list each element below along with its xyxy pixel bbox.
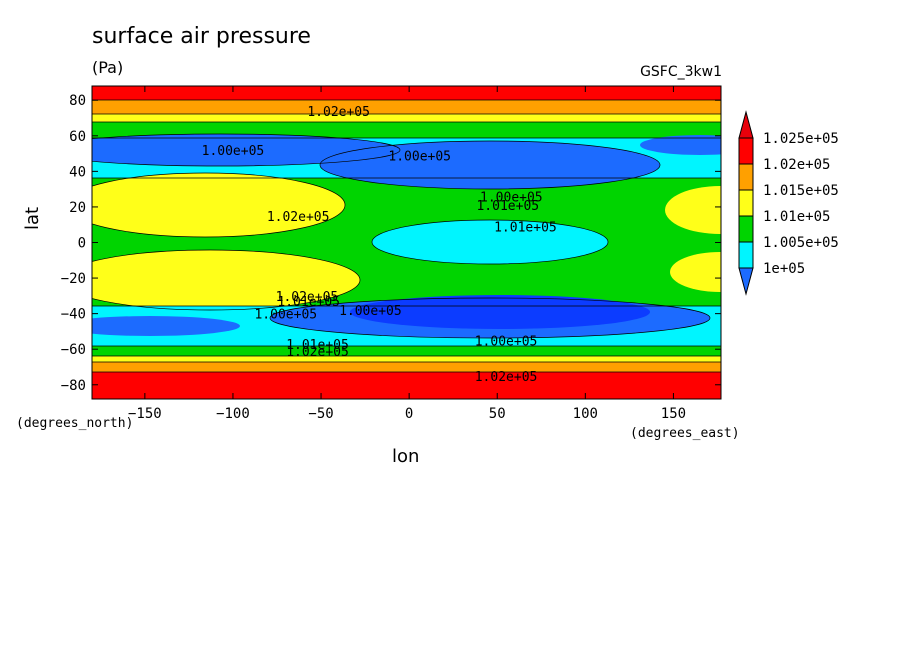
y-tick-label: −80 (61, 378, 86, 394)
chart-title: surface air pressure (92, 24, 311, 49)
colorbar: 1.025e+05 1.02e+05 1.015e+05 1.01e+05 1.005e… (738, 110, 839, 296)
colorbar-label: 1e+05 (763, 261, 805, 277)
lat-units-label: (degrees_north) (16, 416, 134, 431)
contour-label: 1.00e+05 (388, 149, 451, 164)
y-tick-label: −40 (61, 307, 86, 323)
contour-label: 1.01e+05 (277, 295, 340, 310)
colorbar-swatch (738, 137, 754, 165)
y-tick-label: −60 (61, 342, 86, 358)
contour-label: 1.01e+05 (476, 199, 539, 214)
contour-label: 1.02e+05 (475, 370, 538, 385)
colorbar-label: 1.025e+05 (763, 131, 839, 147)
y-ticks: −80 −60 −40 −20 0 20 40 60 80 (61, 93, 721, 394)
dataset-label: GSFC_3kw1 (640, 64, 722, 80)
y-tick-label: −20 (61, 271, 86, 287)
contour-label: 1.02e+05 (307, 105, 370, 120)
contour-label: 1.00e+05 (480, 190, 543, 205)
contour-label: 1.02e+05 (267, 210, 330, 225)
contour-labels: 1.02e+051.00e+05 1.00e+051.00e+051.01e+05… (202, 105, 557, 385)
colorbar-label: 1.005e+05 (763, 235, 839, 251)
y-tick-label: 0 (78, 236, 86, 252)
y-tick-label: 40 (69, 164, 86, 180)
contour-label: 1.01e+05 (286, 338, 349, 353)
x-tick-label: 150 (661, 406, 686, 422)
contour-lines (92, 99, 721, 373)
x-tick-label: −100 (216, 406, 250, 422)
x-axis-label: lon (392, 446, 420, 467)
contour-label: 1.00e+05 (475, 334, 538, 349)
contour-label: 1.02e+05 (276, 290, 339, 305)
y-tick-label: 60 (69, 129, 86, 145)
x-ticks: −150 −100 −50 0 50 100 150 (128, 86, 686, 422)
units-label: (Pa) (92, 58, 124, 77)
colorbar-label: 1.01e+05 (763, 209, 830, 225)
contour-label: 1.00e+05 (202, 144, 265, 159)
colorbar-label: 1.015e+05 (763, 183, 839, 199)
x-tick-label: −50 (308, 406, 333, 422)
colorbar-extend-low (738, 267, 754, 296)
colorbar-swatch (738, 215, 754, 243)
contour-label: 1.02e+05 (286, 345, 349, 360)
colorbar-extend-high (738, 110, 754, 139)
colorbar-swatch (738, 241, 754, 269)
lon-units-label: (degrees_east) (630, 426, 740, 441)
x-tick-label: −150 (128, 406, 162, 422)
contour-label: 1.01e+05 (494, 220, 557, 235)
colorbar-swatch (738, 163, 754, 191)
contour-label: 1.00e+05 (254, 308, 317, 323)
contour-label: 1.00e+05 (339, 304, 402, 319)
colorbar-label: 1.02e+05 (763, 157, 830, 173)
x-tick-label: 100 (573, 406, 598, 422)
pressure-field (92, 86, 721, 399)
colorbar-swatch (738, 189, 754, 217)
x-tick-label: 50 (489, 406, 506, 422)
x-tick-label: 0 (405, 406, 413, 422)
y-tick-label: 80 (69, 93, 86, 109)
y-tick-label: 20 (69, 200, 86, 216)
